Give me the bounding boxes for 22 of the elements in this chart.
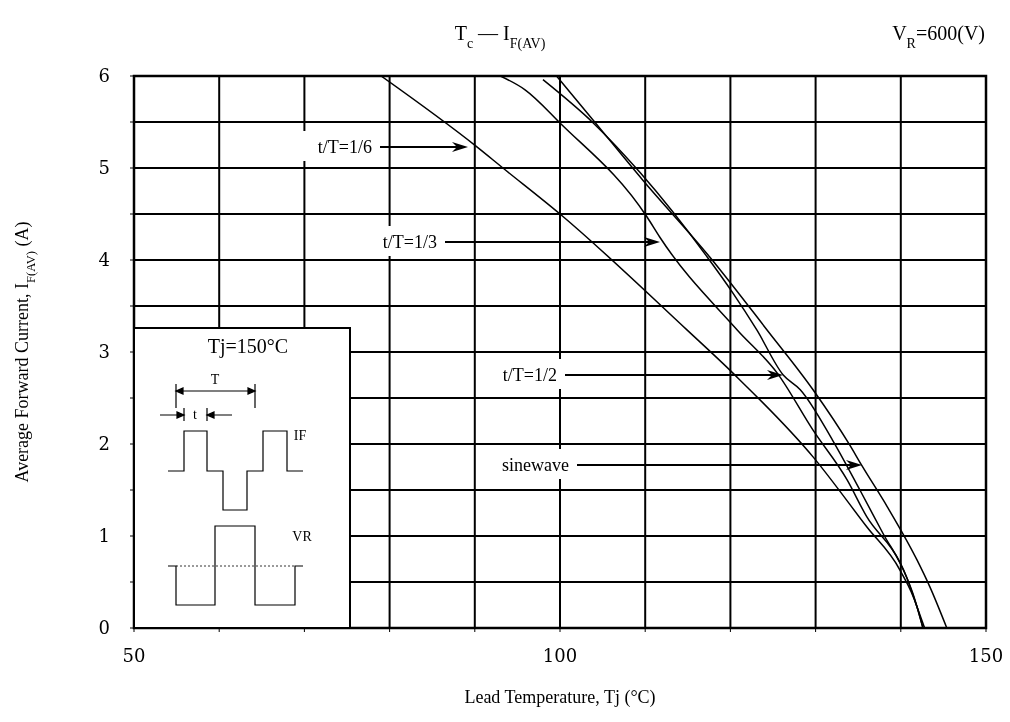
y-tick-label: 0 (98, 617, 110, 638)
annotation: t/T=1/3 (382, 232, 437, 252)
annotation: VR (292, 529, 313, 544)
annotation: t (193, 407, 198, 422)
y-tick-label: 2 (98, 433, 110, 454)
y-tick-label: 3 (98, 341, 110, 362)
annotation: t/T=1/6 (317, 137, 372, 157)
annotation: IF (293, 428, 307, 443)
annotation: sinewave (502, 455, 569, 475)
y-tick-label: 4 (98, 249, 110, 270)
x-tick-label: 50 (122, 645, 146, 666)
x-tick-label: 150 (968, 645, 1004, 666)
y-tick-label: 6 (98, 65, 110, 86)
chart-subtitle: V$_{R}$=600(V) (892, 22, 985, 51)
chart-title: T$_{c}$ — I$_{F(AV)}$ (454, 22, 546, 52)
annotation: Tj=150°C (207, 335, 289, 358)
annotation: T (210, 372, 220, 387)
x-axis-title: Lead Temperature, Tj (°C) (464, 687, 656, 708)
y-tick-label: 1 (98, 525, 110, 546)
x-tick-label: 100 (542, 645, 578, 666)
annotation: t/T=1/2 (502, 365, 557, 385)
y-tick-label: 5 (98, 157, 110, 178)
